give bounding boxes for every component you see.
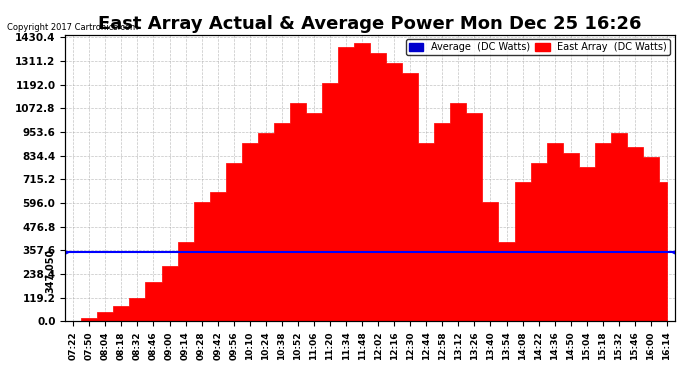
Title: East Array Actual & Average Power Mon Dec 25 16:26: East Array Actual & Average Power Mon De…: [99, 15, 642, 33]
Legend: Average  (DC Watts), East Array  (DC Watts): Average (DC Watts), East Array (DC Watts…: [406, 39, 670, 55]
Text: Copyright 2017 Cartronics.com: Copyright 2017 Cartronics.com: [7, 23, 138, 32]
